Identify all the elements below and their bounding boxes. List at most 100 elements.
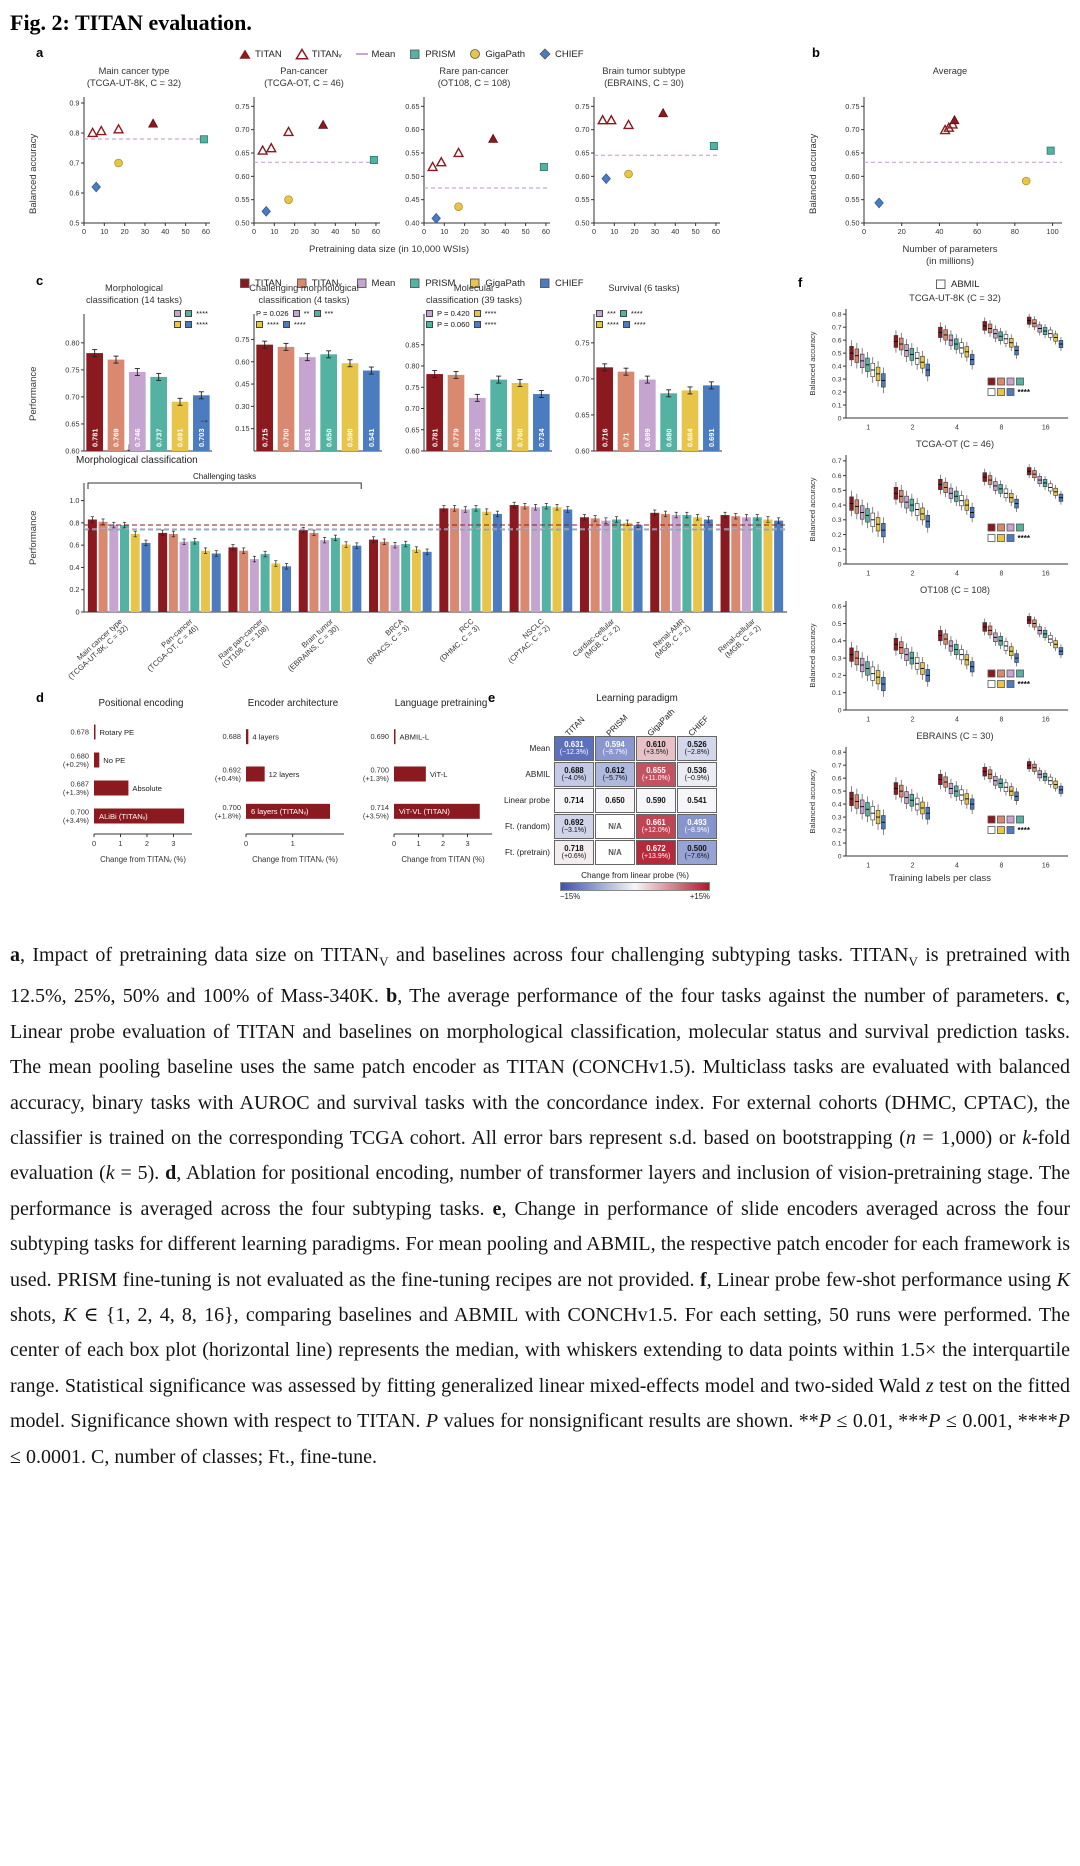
- caption-segment: ∈ {1, 2, 4, 8, 16}, comparing baselines …: [10, 1304, 1070, 1397]
- chart-title: TCGA-UT-8K (C = 32): [909, 293, 1001, 303]
- bar-titanv: [239, 550, 249, 612]
- chart-title: Morphological classification: [76, 455, 198, 466]
- svg-text:30: 30: [311, 227, 319, 236]
- svg-text:0: 0: [862, 227, 866, 236]
- caption-segment: , Change in performance of slide encoder…: [10, 1197, 1070, 1291]
- legend-label: TITANᵥ: [311, 48, 342, 60]
- svg-text:(+3.4%): (+3.4%): [63, 816, 89, 825]
- bar-gigapath: [171, 401, 189, 451]
- svg-text:0.6: 0.6: [832, 473, 842, 480]
- svg-text:1: 1: [118, 839, 122, 848]
- svg-text:0.700: 0.700: [223, 803, 242, 812]
- bar-chief: [282, 566, 292, 612]
- svg-text:1: 1: [416, 839, 420, 848]
- caption-segment: e: [492, 1197, 502, 1220]
- chart-title: Average: [932, 66, 968, 76]
- bar-gigapath: [622, 522, 632, 612]
- svg-text:2: 2: [911, 571, 915, 578]
- heatmap-cell: N/A: [595, 814, 635, 839]
- svg-text:50: 50: [352, 227, 360, 236]
- hbars-language-pretraining: 0.690 ABMIL-L 0.700(+1.3%) ViT-L 0.714(+3.5%…: [363, 729, 492, 864]
- caption-segment: = 1,000) or: [915, 1127, 1023, 1150]
- bar-titan: [720, 515, 730, 612]
- gigapath-marker: [284, 195, 293, 204]
- bar-chief: [211, 553, 221, 612]
- svg-text:2: 2: [911, 863, 915, 870]
- svg-text:8: 8: [999, 425, 1003, 432]
- titanv-marker-icon: [296, 278, 307, 288]
- svg-text:20: 20: [631, 227, 639, 236]
- bar-chief: [563, 509, 573, 612]
- svg-text:(+3.5%): (+3.5%): [363, 811, 389, 820]
- heatmap-cell: 0.541: [677, 788, 717, 813]
- bar-mean: [109, 525, 119, 612]
- legend-item-prism: PRISM: [408, 277, 455, 289]
- axis-label-performance-c: Performance: [28, 366, 39, 422]
- svg-text:0.75: 0.75: [65, 365, 79, 374]
- svg-text:0.85: 0.85: [405, 340, 419, 349]
- svg-text:ALiBi (TITANᵥ): ALiBi (TITANᵥ): [99, 812, 148, 821]
- svg-text:0.2: 0.2: [832, 673, 842, 680]
- svg-text:0.50: 0.50: [235, 219, 249, 228]
- titanv-marker: [939, 124, 951, 135]
- mini-legend-abmil: [987, 534, 996, 542]
- svg-text:1: 1: [866, 717, 870, 724]
- challenging-tasks-bracket: [87, 482, 362, 489]
- mini-legend-titanv: [997, 815, 1005, 824]
- svg-text:Change from TITANᵥ (%): Change from TITANᵥ (%): [252, 855, 338, 864]
- svg-text:ABMIL-L: ABMIL-L: [400, 732, 430, 741]
- heatmap-row-label: Ft. (pretrain): [504, 848, 550, 857]
- legend-label: ABMIL: [951, 278, 980, 290]
- bar-titan: [426, 374, 443, 451]
- svg-text:60: 60: [542, 227, 550, 236]
- caption-segment: ≤ 0.0001. C, number of classes; Ft., fin…: [10, 1445, 378, 1468]
- svg-text:0.7: 0.7: [832, 762, 842, 769]
- caption-segment: ≤ 0.01, ***: [831, 1410, 929, 1433]
- bar-mean: [741, 517, 751, 612]
- svg-text:16: 16: [1042, 571, 1050, 578]
- figure-title: Fig. 2: TITAN evaluation.: [10, 10, 252, 35]
- caption-segment: f: [700, 1268, 707, 1291]
- caption-segment: z: [925, 1374, 934, 1397]
- bar-value-label: 0.715: [260, 429, 269, 448]
- chart-title: Morphological classification (14 tasks): [85, 283, 183, 305]
- svg-text:3: 3: [465, 839, 469, 848]
- bar-titanv: [450, 508, 460, 612]
- svg-text:0.700: 0.700: [71, 808, 90, 817]
- svg-text:40: 40: [161, 227, 169, 236]
- chart-brain-tumor-subtype: Brain tumor subtype (EBRAINS, C = 30) 0.5…: [560, 65, 728, 243]
- heatmap-cell: 0.672 (+13.9%): [636, 840, 676, 865]
- bar-chief: [193, 395, 210, 451]
- bar-value-label: 0.703: [197, 429, 206, 448]
- mini-legend-titanv: [997, 377, 1005, 386]
- heatmap-cell: 0.536 (−0.9%): [677, 762, 717, 787]
- chart-average: Average 0.50 0.55 0.60 0.65 0.70 0.75 0 20 40 60 8…: [830, 65, 1070, 243]
- svg-text:0.45: 0.45: [235, 380, 249, 389]
- svg-text:30: 30: [651, 227, 659, 236]
- bar-titan: [87, 519, 97, 612]
- bar-mean: [390, 545, 400, 612]
- chief-marker: [601, 173, 611, 185]
- caption-segment: V: [908, 954, 918, 969]
- bar-chief: [363, 370, 380, 451]
- svg-text:0: 0: [82, 227, 86, 236]
- legend-label: TITAN: [255, 48, 282, 60]
- heatmap-cell: 0.631 (−12.3%): [554, 736, 594, 761]
- ablation-bar: [394, 729, 396, 745]
- svg-text:0.55: 0.55: [845, 195, 859, 204]
- bar-chief: [774, 520, 784, 612]
- scatter-rare-pan-cancer: 0.40 0.45 0.50 0.55 0.60 0.65 0 10 20 30 40 50 60: [405, 97, 550, 236]
- mini-legend-chief: [1006, 388, 1015, 396]
- svg-text:0.75: 0.75: [845, 102, 859, 111]
- chart-language-pretraining: Language pretraining 0.690 ABMIL-L 0.700 (+…: [348, 698, 500, 872]
- mini-legend-prism: [1016, 815, 1024, 824]
- svg-text:0.60: 0.60: [65, 447, 79, 455]
- svg-text:0.65: 0.65: [65, 419, 79, 428]
- svg-text:4 layers: 4 layers: [252, 732, 279, 741]
- caption-segment: and baselines across four challenging su…: [388, 944, 909, 966]
- mini-legend-chief: [1006, 826, 1015, 834]
- svg-text:0.7: 0.7: [832, 458, 842, 465]
- svg-text:0: 0: [838, 707, 842, 714]
- bar-prism: [190, 541, 200, 612]
- legend-item-titanv: TITANᵥ: [295, 277, 342, 289]
